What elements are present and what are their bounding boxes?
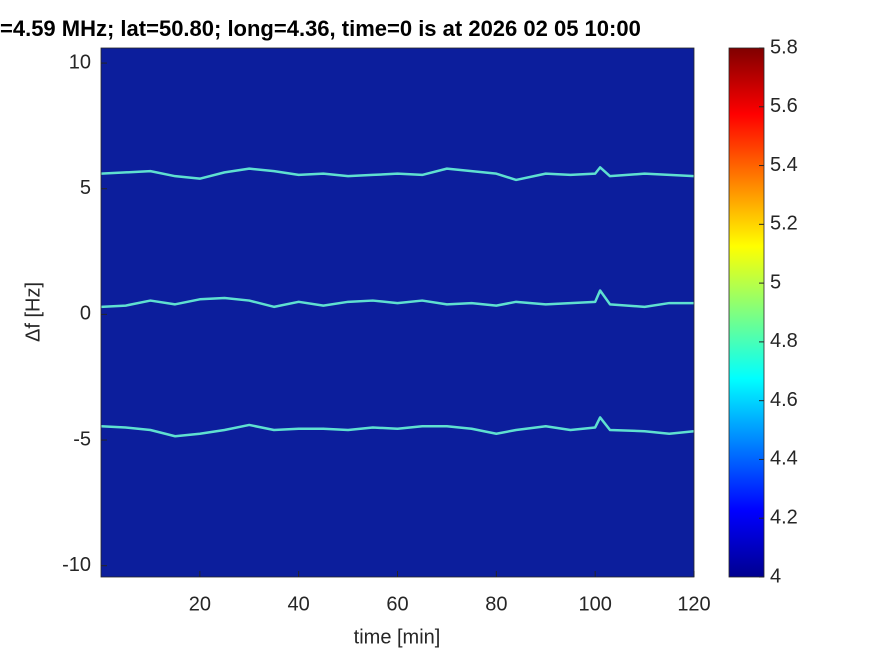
x-axis-label: time [min]	[354, 626, 441, 648]
colorbar-tick-label: 5.4	[770, 154, 798, 176]
y-tick-label: -5	[73, 428, 91, 450]
traces	[101, 166, 694, 438]
colorbar	[728, 47, 765, 578]
colorbar-tick-label: 5.8	[770, 36, 798, 58]
y-tick-label: -10	[62, 554, 91, 576]
x-tick-label: 60	[386, 593, 408, 615]
plot-area	[101, 48, 694, 577]
colorbar-tick-label: 4.8	[770, 330, 798, 352]
x-tick-label: 40	[288, 593, 310, 615]
colorbar-tick-label: 5.6	[770, 95, 798, 117]
colorbar-tick-label: 4.2	[770, 507, 798, 529]
x-tick-label: 20	[189, 593, 211, 615]
y-tick-label: 0	[80, 303, 91, 325]
y-tick-label: 5	[80, 177, 91, 199]
trace	[101, 166, 694, 182]
x-tick-label: 100	[578, 593, 611, 615]
chart-title: =4.59 MHz; lat=50.80; long=4.36, time=0 …	[0, 16, 641, 41]
plot-frame	[100, 47, 695, 578]
trace	[101, 416, 694, 438]
colorbar-tick-label: 5.2	[770, 213, 798, 235]
trace	[101, 289, 694, 309]
x-tick-label: 80	[485, 593, 507, 615]
colorbar-tick-label: 4.4	[770, 448, 798, 470]
colorbar-tick-label: 4	[770, 565, 781, 587]
y-axis-label: Δf [Hz]	[22, 282, 44, 342]
x-tick-label: 120	[677, 593, 710, 615]
y-tick-label: 10	[69, 51, 91, 73]
colorbar-tick-label: 4.6	[770, 389, 798, 411]
colorbar-tick-label: 5	[770, 271, 781, 293]
